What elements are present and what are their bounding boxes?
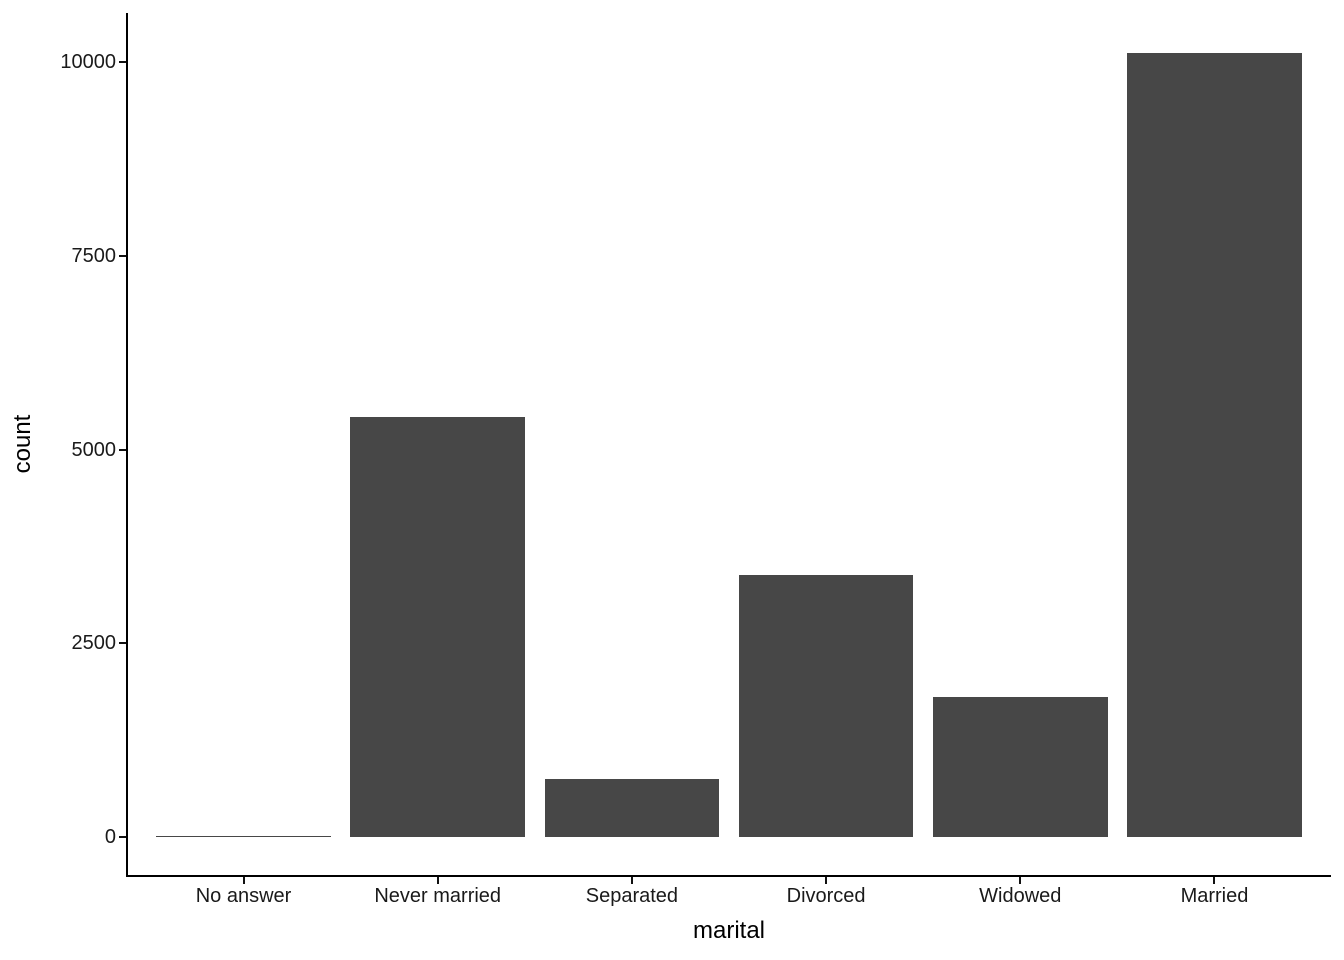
y-tick-mark [119, 61, 126, 63]
x-tick-mark [825, 877, 828, 884]
bar-widowed [932, 696, 1108, 837]
x-tick-label: No answer [195, 885, 292, 907]
bar-married [1127, 52, 1302, 837]
x-tick-mark [436, 877, 439, 884]
x-tick-mark [1213, 877, 1216, 884]
y-tick-label: 2500 [71, 632, 117, 655]
x-tick-label: Divorced [786, 885, 866, 907]
y-tick-mark [119, 836, 126, 838]
y-axis-line [126, 13, 128, 877]
y-tick-label: 10000 [60, 51, 116, 73]
y-tick-label: 7500 [71, 244, 117, 267]
x-tick-mark [242, 877, 245, 884]
bar-separated [544, 779, 720, 837]
x-axis-title: marital [692, 917, 766, 944]
x-axis-line [126, 875, 1331, 877]
bar-never-married [350, 417, 526, 837]
x-tick-label: Married [1180, 885, 1249, 907]
plot-panel [127, 13, 1331, 875]
y-tick-mark [119, 448, 126, 451]
y-tick-mark [119, 642, 126, 645]
bar-no-answer [156, 835, 331, 837]
x-tick-mark [1019, 877, 1022, 884]
bar-divorced [738, 574, 914, 837]
x-tick-label: Never married [374, 885, 502, 907]
y-tick-label: 0 [104, 826, 116, 848]
y-tick-mark [119, 254, 126, 257]
x-tick-mark [630, 877, 633, 884]
x-tick-label: Widowed [979, 885, 1062, 907]
x-tick-label: Separated [585, 885, 679, 907]
y-tick-label: 5000 [71, 438, 117, 461]
